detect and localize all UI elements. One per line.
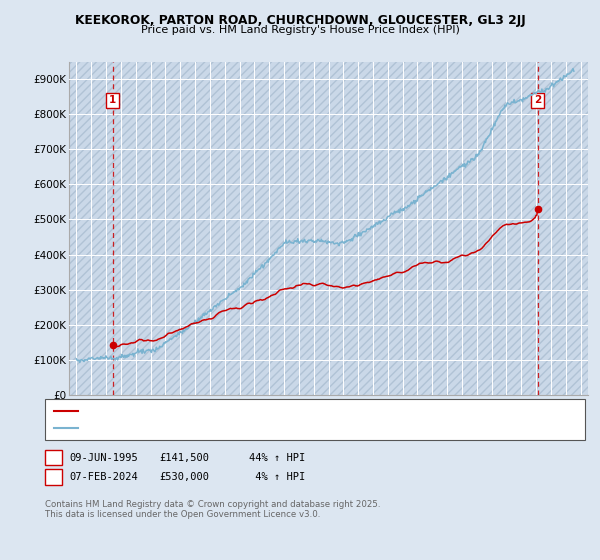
Text: £530,000: £530,000 bbox=[159, 472, 209, 482]
Text: 1: 1 bbox=[109, 95, 116, 105]
Text: 44% ↑ HPI: 44% ↑ HPI bbox=[249, 452, 305, 463]
Text: KEEKOROK, PARTON ROAD, CHURCHDOWN, GLOUCESTER, GL3 2JJ (detached house): KEEKOROK, PARTON ROAD, CHURCHDOWN, GLOUC… bbox=[82, 406, 480, 415]
Text: HPI: Average price, detached house, Tewkesbury: HPI: Average price, detached house, Tewk… bbox=[82, 424, 314, 433]
Text: 09-JUN-1995: 09-JUN-1995 bbox=[69, 452, 138, 463]
Text: 1: 1 bbox=[50, 452, 57, 463]
Text: £141,500: £141,500 bbox=[159, 452, 209, 463]
Text: 07-FEB-2024: 07-FEB-2024 bbox=[69, 472, 138, 482]
Text: 2: 2 bbox=[534, 95, 541, 105]
Text: KEEKOROK, PARTON ROAD, CHURCHDOWN, GLOUCESTER, GL3 2JJ: KEEKOROK, PARTON ROAD, CHURCHDOWN, GLOUC… bbox=[74, 14, 526, 27]
Text: 4% ↑ HPI: 4% ↑ HPI bbox=[249, 472, 305, 482]
Text: Contains HM Land Registry data © Crown copyright and database right 2025.
This d: Contains HM Land Registry data © Crown c… bbox=[45, 500, 380, 519]
Text: 2: 2 bbox=[50, 472, 57, 482]
Text: Price paid vs. HM Land Registry's House Price Index (HPI): Price paid vs. HM Land Registry's House … bbox=[140, 25, 460, 35]
Bar bbox=[69, 62, 588, 395]
